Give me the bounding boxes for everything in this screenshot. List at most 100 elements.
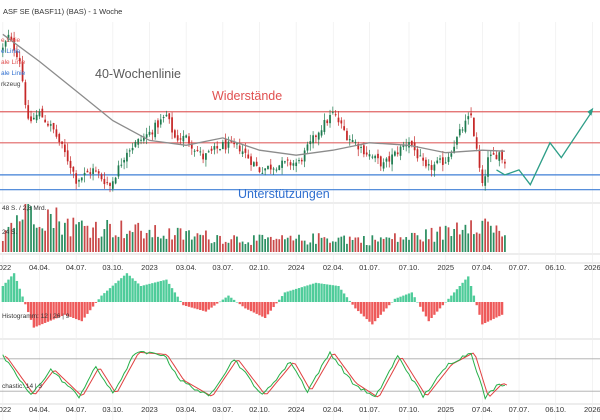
candle-body [391, 154, 393, 165]
volume-bar [193, 236, 196, 252]
histogram-bar [72, 302, 75, 318]
legend-entry[interactable]: ale Linie [1, 59, 26, 66]
volume-bar [374, 239, 377, 252]
volume-bar [348, 236, 351, 252]
candle-body [275, 169, 278, 171]
candle-body [402, 144, 405, 148]
candle-body [357, 144, 360, 150]
histogram-bar [196, 302, 199, 310]
candle-body [213, 146, 216, 150]
volume-bar [165, 238, 168, 252]
volume-bar [47, 209, 49, 252]
forecast-arrowhead [587, 107, 594, 116]
legend-entry[interactable]: rkzeug [1, 81, 21, 88]
x-tick-label: 2022 [0, 263, 11, 272]
volume-bar [188, 230, 190, 252]
histogram-bar [444, 302, 447, 303]
histogram-bar [402, 295, 405, 302]
histogram-bar [320, 283, 323, 302]
candle-body [227, 141, 230, 148]
candle-body [458, 129, 461, 136]
histogram-bar [455, 289, 459, 302]
x-tick-label: 07.10. [399, 263, 420, 272]
candle-body [86, 170, 89, 173]
ma-line [2, 33, 505, 156]
candle-body [134, 141, 137, 147]
histogram-bar [252, 302, 256, 313]
x-tick-label-lower: 03.10. [102, 405, 123, 414]
volume-bar [326, 238, 329, 252]
volume-bar [425, 229, 427, 252]
x-tick-label-lower: 06.10. [545, 405, 566, 414]
volume-bar [371, 235, 374, 252]
candle-body [137, 139, 140, 145]
histogram-bar [450, 295, 453, 302]
candle-body [179, 138, 182, 140]
histogram-bar [328, 284, 332, 302]
candle-body [289, 162, 292, 166]
volume-bar [202, 235, 204, 252]
stochastic-panel[interactable] [0, 350, 600, 400]
volume-bar [489, 225, 492, 252]
volume-bar [44, 230, 47, 252]
histogram-bar [230, 297, 233, 302]
histogram-bar [269, 302, 272, 311]
ma-label: 40-Wochenlinie [95, 67, 181, 81]
candle-body [4, 41, 7, 47]
histogram-bar [35, 302, 38, 327]
legend-entry[interactable]: ale Linie [1, 70, 26, 77]
candle-body [281, 160, 283, 168]
volume-bar [255, 240, 258, 252]
histogram-bar [216, 302, 219, 304]
candle-body [123, 159, 125, 163]
volume-bar [145, 232, 148, 252]
histogram-bar [340, 289, 343, 302]
price-panel[interactable] [0, 29, 600, 193]
volume-bar [80, 220, 83, 252]
volume-bar [219, 235, 221, 252]
volume-bar [481, 220, 484, 252]
legend-entry[interactable]: e Linie [1, 37, 21, 44]
histogram-bar [60, 302, 64, 316]
candle-body [284, 161, 286, 163]
histogram-bar [247, 302, 250, 310]
candle-body [233, 142, 235, 145]
volume-bar [148, 229, 151, 252]
x-tick-label: 06.10. [545, 263, 566, 272]
candle-body [374, 155, 377, 159]
histogram-bar [1, 286, 4, 302]
histogram-bar [24, 302, 27, 305]
candle-body [329, 115, 331, 124]
candle-body [467, 116, 470, 120]
volume-bar [309, 242, 312, 252]
volume-bar [168, 228, 171, 252]
candle-body [326, 120, 329, 124]
volume-bar [284, 239, 286, 252]
volume-bar [230, 239, 233, 252]
volume-bar [458, 234, 461, 252]
volume-label-2: 24 S. [2, 229, 17, 236]
candle-body [224, 139, 227, 150]
candle-body [1, 47, 4, 51]
histogram-bar [165, 279, 168, 302]
volume-bar [475, 232, 478, 252]
candle-body [193, 150, 196, 152]
volume-bar [453, 228, 456, 252]
candle-body [320, 130, 323, 136]
volume-bar [269, 236, 272, 252]
histogram-bar [447, 298, 450, 302]
legend-entry[interactable]: e Linie [1, 48, 21, 55]
histogram-bar [187, 302, 191, 307]
volume-bar [450, 236, 453, 252]
candle-body [382, 162, 385, 169]
volume-bar [295, 238, 298, 252]
histogram-bar [120, 278, 123, 302]
candle-body [405, 145, 408, 147]
histogram-panel[interactable] [1, 273, 504, 328]
volume-panel[interactable] [1, 204, 506, 252]
histogram-bar [100, 295, 103, 302]
x-tick-label: 2025 [437, 263, 454, 272]
histogram-bar [131, 278, 134, 302]
candle-body [306, 144, 309, 151]
histogram-bar [362, 302, 366, 317]
